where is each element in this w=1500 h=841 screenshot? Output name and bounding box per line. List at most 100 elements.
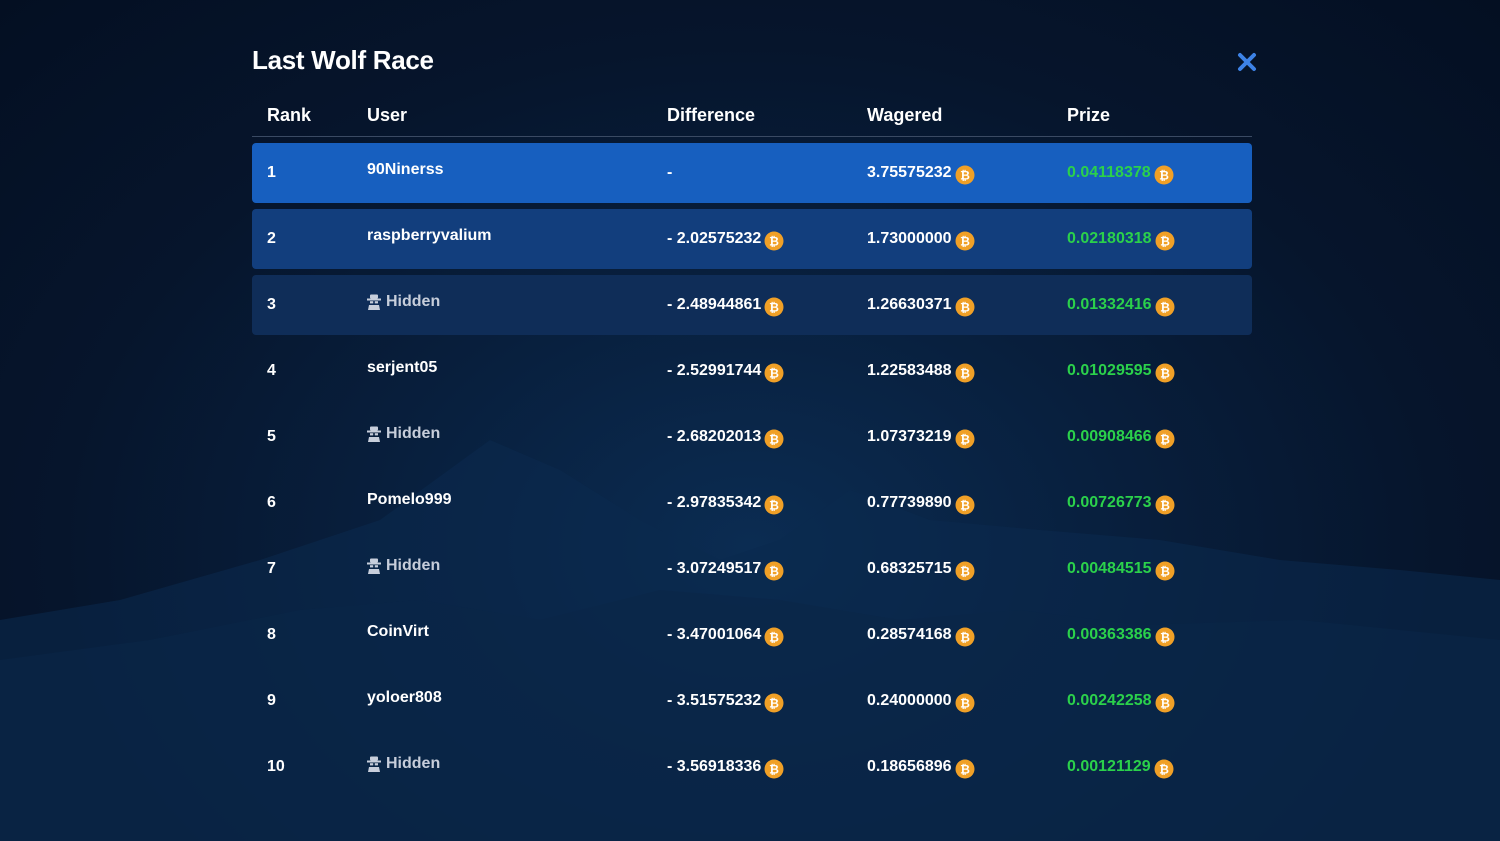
wagered-cell: 3.75575232 ₿	[867, 143, 975, 203]
bitcoin-coin-icon: ₿	[955, 561, 975, 580]
header-prize: Prize	[1067, 105, 1111, 125]
wagered-value: 0.77739890	[867, 494, 952, 511]
difference-value: - 2.68202013	[667, 428, 762, 445]
prize-value: 0.00242258	[1067, 692, 1152, 709]
prize-cell: 0.04118378 ₿	[1067, 143, 1174, 203]
prize-cell: 0.02180318 ₿	[1067, 209, 1175, 269]
hidden-user-label: Hidden	[386, 557, 441, 574]
prize-value: 0.01029595	[1067, 362, 1152, 379]
race-results-modal: Last Wolf Race Rank User Difference Wage…	[252, 0, 1256, 841]
bitcoin-coin-icon: ₿	[955, 693, 975, 712]
rank-value: 9	[267, 692, 276, 709]
wagered-value: 1.26630371	[867, 296, 952, 313]
prize-value: 0.01332416	[1067, 296, 1152, 313]
difference-cell: - 2.97835342 ₿	[667, 473, 784, 533]
svg-text:₿: ₿	[960, 498, 970, 512]
svg-text:₿: ₿	[769, 564, 779, 578]
difference-cell: - 3.07249517 ₿	[667, 539, 784, 599]
rank-cell: 2	[267, 209, 276, 269]
wagered-cell: 0.18656896 ₿	[867, 737, 975, 797]
rank-value: 4	[267, 362, 276, 379]
wagered-value: 1.07373219	[867, 428, 952, 445]
table-row: 1 90Ninerss - 3.75575232 ₿ 0.04118378 ₿	[252, 143, 1252, 203]
bitcoin-coin-icon: ₿	[764, 429, 784, 448]
prize-cell: 0.01332416 ₿	[1067, 275, 1175, 335]
svg-text:₿: ₿	[960, 234, 970, 248]
bitcoin-coin-icon: ₿	[1155, 561, 1175, 580]
wagered-value: 0.68325715	[867, 560, 952, 577]
bitcoin-coin-icon: ₿	[955, 495, 975, 514]
wagered-value: 3.75575232	[867, 164, 952, 181]
rank-cell: 9	[267, 671, 276, 731]
bitcoin-coin-icon: ₿	[1155, 693, 1175, 712]
rank-value: 6	[267, 494, 276, 511]
rank-cell: 5	[267, 407, 276, 467]
anonymous-user-icon	[367, 426, 381, 442]
bitcoin-coin-icon: ₿	[955, 297, 975, 316]
svg-text:₿: ₿	[1159, 762, 1169, 776]
user-cell: serjent05	[367, 338, 437, 398]
bitcoin-coin-icon: ₿	[764, 297, 784, 316]
header-user: User	[367, 105, 408, 125]
rank-cell: 3	[267, 275, 276, 335]
wagered-value: 1.22583488	[867, 362, 952, 379]
difference-value: - 3.51575232	[667, 692, 762, 709]
svg-text:₿: ₿	[769, 498, 779, 512]
svg-text:₿: ₿	[960, 762, 970, 776]
difference-cell: - 2.02575232 ₿	[667, 209, 784, 269]
difference-cell: -	[667, 143, 672, 203]
rank-value: 2	[267, 230, 276, 247]
close-button[interactable]	[1235, 50, 1259, 74]
bitcoin-coin-icon: ₿	[955, 429, 975, 448]
header-difference: Difference	[667, 105, 756, 125]
svg-text:₿: ₿	[1160, 234, 1170, 248]
rank-cell: 1	[267, 143, 276, 203]
prize-cell: 0.00242258 ₿	[1067, 671, 1175, 731]
wagered-value: 1.73000000	[867, 230, 952, 247]
svg-text:₿: ₿	[1160, 366, 1170, 380]
svg-text:₿: ₿	[769, 696, 779, 710]
svg-text:₿: ₿	[960, 696, 970, 710]
wagered-cell: 1.22583488 ₿	[867, 341, 975, 401]
wagered-cell: 1.73000000 ₿	[867, 209, 975, 269]
wagered-cell: 0.24000000 ₿	[867, 671, 975, 731]
svg-text:₿: ₿	[960, 432, 970, 446]
bitcoin-coin-icon: ₿	[764, 231, 784, 250]
prize-cell: 0.01029595 ₿	[1067, 341, 1175, 401]
bitcoin-coin-icon: ₿	[764, 627, 784, 646]
table-row: 8 CoinVirt - 3.47001064 ₿ 0.28574168 ₿ 0.0…	[252, 605, 1252, 665]
difference-cell: - 2.68202013 ₿	[667, 407, 784, 467]
user-cell: CoinVirt	[367, 602, 429, 662]
bitcoin-coin-icon: ₿	[955, 165, 975, 184]
wagered-cell: 1.26630371 ₿	[867, 275, 975, 335]
bitcoin-coin-icon: ₿	[955, 627, 975, 646]
anonymous-user-icon	[367, 294, 381, 310]
prize-cell: 0.00726773 ₿	[1067, 473, 1175, 533]
username: 90Ninerss	[367, 161, 444, 178]
table-row: 6 Pomelo999 - 2.97835342 ₿ 0.77739890 ₿ 0.…	[252, 473, 1252, 533]
bitcoin-coin-icon: ₿	[1155, 297, 1175, 316]
svg-text:₿: ₿	[1159, 168, 1169, 182]
rank-cell: 10	[267, 737, 285, 797]
difference-cell: - 2.48944861 ₿	[667, 275, 784, 335]
bitcoin-coin-icon: ₿	[1154, 759, 1174, 778]
hidden-user-label: Hidden	[386, 755, 441, 772]
bitcoin-coin-icon: ₿	[955, 759, 975, 778]
username: Pomelo999	[367, 491, 452, 508]
bitcoin-coin-icon: ₿	[764, 693, 784, 712]
user-cell: yoloer808	[367, 668, 442, 728]
wagered-cell: 0.77739890 ₿	[867, 473, 975, 533]
svg-text:₿: ₿	[769, 432, 779, 446]
prize-cell: 0.00363386 ₿	[1067, 605, 1175, 665]
table-row: 10 Hidden - 3.56918336 ₿ 0.18656896 ₿ 0.0…	[252, 737, 1252, 797]
rank-value: 7	[267, 560, 276, 577]
svg-text:₿: ₿	[960, 630, 970, 644]
username: CoinVirt	[367, 623, 429, 640]
svg-text:₿: ₿	[1160, 498, 1170, 512]
svg-text:₿: ₿	[1160, 300, 1170, 314]
rank-cell: 6	[267, 473, 276, 533]
svg-text:₿: ₿	[769, 300, 779, 314]
bitcoin-coin-icon: ₿	[764, 495, 784, 514]
svg-text:₿: ₿	[960, 300, 970, 314]
